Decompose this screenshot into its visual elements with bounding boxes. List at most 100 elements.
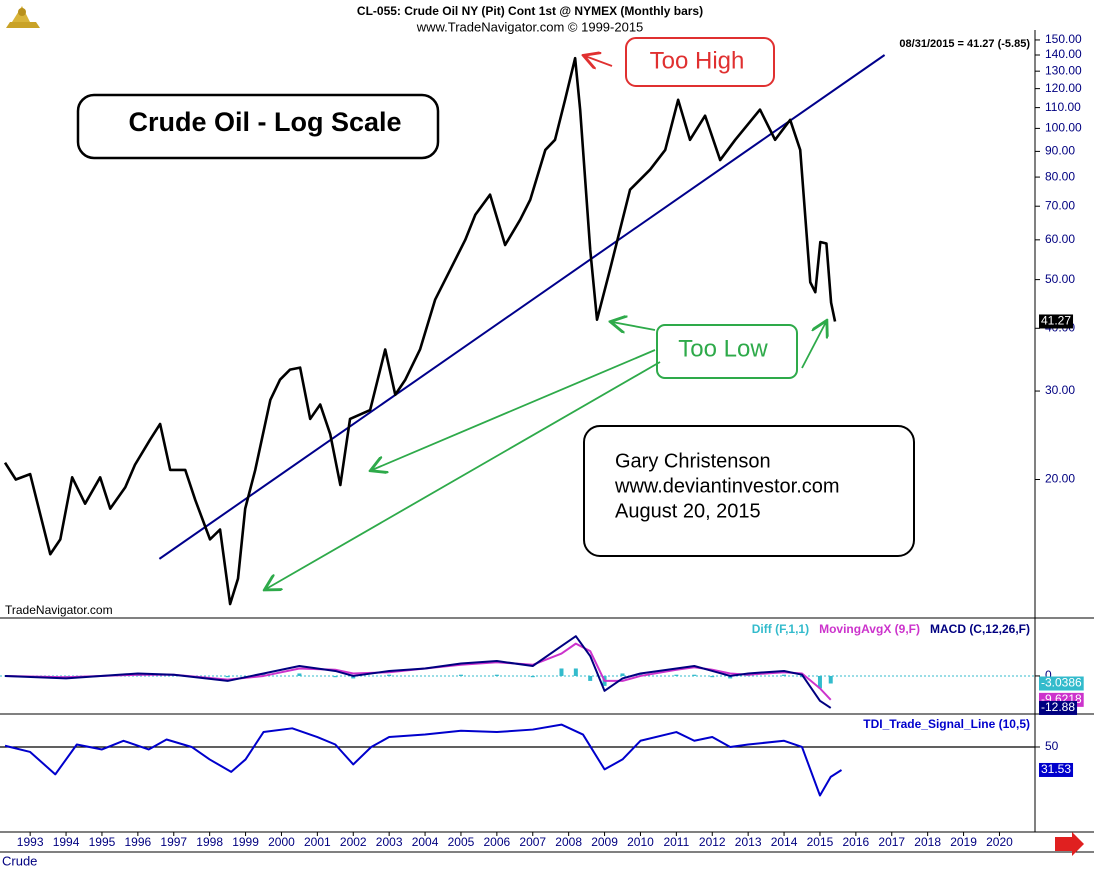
series-line — [4, 723, 843, 797]
x-tick-label: 1994 — [53, 835, 80, 849]
y-tick-label: 50.00 — [1045, 272, 1075, 286]
x-tick-label: 2004 — [412, 835, 439, 849]
x-tick-label: 2001 — [304, 835, 331, 849]
x-tick-label: 1993 — [17, 835, 44, 849]
x-tick-label: 2019 — [950, 835, 977, 849]
histogram-bar — [674, 674, 679, 676]
chart-subtitle: www.TradeNavigator.com © 1999-2015 — [416, 19, 644, 34]
annotation-arrow — [266, 361, 661, 589]
histogram-bar — [351, 675, 356, 679]
x-tick-label: 2013 — [735, 835, 762, 849]
x-tick-label: 2016 — [843, 835, 870, 849]
x-tick-label: 2002 — [340, 835, 367, 849]
histogram-bar — [828, 675, 833, 684]
x-tick-label: 1996 — [125, 835, 152, 849]
histogram-bar — [261, 673, 266, 676]
series-line — [3, 56, 837, 606]
annotation-box — [583, 425, 915, 557]
annotation-box — [656, 324, 798, 379]
last-value-box — [1039, 762, 1074, 777]
legend-entry: Diff (F,1,1) — [752, 622, 809, 636]
trendline — [158, 54, 886, 560]
x-tick-label: 2010 — [627, 835, 654, 849]
last-value-box — [1039, 314, 1074, 329]
x-tick-label: 2007 — [519, 835, 546, 849]
legend-entry: TDI_Trade_Signal_Line (10,5) — [863, 717, 1030, 731]
x-tick-label: 2009 — [591, 835, 618, 849]
annotation-box — [76, 93, 440, 160]
last-value-label: -3.0386 — [1041, 676, 1082, 690]
histogram-bar — [710, 675, 715, 678]
y-tick-label: 50 — [1045, 739, 1059, 753]
histogram-bar — [782, 674, 787, 676]
last-value-box — [1039, 676, 1084, 691]
legend-entry: MACD (C,12,26,F) — [930, 622, 1030, 636]
y-tick-label: 0 — [1045, 668, 1052, 682]
x-tick-label: 1999 — [232, 835, 259, 849]
annotation-arrow — [585, 56, 613, 66]
annotation-arrow — [612, 322, 656, 330]
histogram-bar — [387, 674, 392, 676]
histogram-bar — [225, 675, 230, 678]
symbol-label: Crude — [2, 853, 37, 868]
annotation: August 20, 2015 — [615, 500, 761, 522]
x-tick-label: 2003 — [376, 835, 403, 849]
histogram-bar — [620, 673, 625, 676]
annotation: Too Low — [678, 335, 768, 362]
y-tick-label: 70.00 — [1045, 198, 1075, 212]
watermark: TradeNavigator.com — [5, 603, 113, 617]
y-tick-label: 130.00 — [1045, 63, 1082, 77]
y-tick-label: 20.00 — [1045, 472, 1075, 486]
y-tick-label: 120.00 — [1045, 81, 1082, 95]
x-tick-label: 1997 — [160, 835, 187, 849]
last-value-box — [1039, 700, 1078, 715]
histogram-bar — [573, 668, 578, 676]
histogram-bar — [638, 673, 643, 676]
last-value-label: 31.53 — [1041, 762, 1071, 776]
scroll-arrow[interactable] — [1055, 832, 1084, 856]
annotation-arrow — [801, 322, 826, 369]
y-tick-label: 90.00 — [1045, 144, 1075, 158]
last-value-label: 41.27 — [1041, 314, 1071, 328]
annotations: Crude Oil - Log Scale Too High Too Low G… — [76, 37, 915, 589]
histogram-bar — [728, 675, 733, 679]
annotation: Too High — [650, 47, 745, 74]
series-line — [4, 635, 832, 709]
x-tick-label: 2015 — [807, 835, 834, 849]
histogram-bar — [297, 673, 302, 676]
x-tick-label: 2018 — [914, 835, 941, 849]
annotation: Gary Christenson — [615, 450, 771, 472]
x-tick-label: 2011 — [663, 835, 689, 849]
annotation: Crude Oil - Log Scale — [128, 107, 401, 137]
x-tick-label: 2012 — [699, 835, 726, 849]
histogram-bar — [559, 668, 564, 676]
x-tick-label: 2005 — [448, 835, 475, 849]
y-tick-label: 150.00 — [1045, 32, 1082, 46]
x-tick-label: 2000 — [268, 835, 295, 849]
annotation: www.deviantinvestor.com — [614, 475, 840, 497]
histogram-bar — [333, 675, 338, 678]
x-tick-label: 1995 — [89, 835, 116, 849]
annotation-box — [625, 37, 775, 87]
y-tick-label: 60.00 — [1045, 232, 1075, 246]
histogram-bar — [817, 675, 822, 689]
histogram-bar — [588, 675, 593, 681]
y-tick-label: 140.00 — [1045, 47, 1082, 61]
histogram-bar — [800, 675, 805, 678]
y-tick-label: 30.00 — [1045, 383, 1075, 397]
x-tick-label: 2006 — [484, 835, 511, 849]
legend-entry: MovingAvgX (9,F) — [819, 622, 920, 636]
histogram-bar — [692, 674, 697, 676]
chart-title: CL-055: Crude Oil NY (Pit) Cont 1st @ NY… — [357, 4, 703, 18]
x-tick-label: 2017 — [878, 835, 905, 849]
y-tick-label: 100.00 — [1045, 121, 1082, 135]
logo — [6, 6, 40, 28]
plot-layer: 1993 1994 1995 1996 1997 1998 1999 2000 2001 2002… — [0, 32, 1084, 849]
annotation-arrow — [372, 349, 656, 470]
x-tick-label: 2008 — [555, 835, 582, 849]
x-tick-label: 2020 — [986, 835, 1013, 849]
x-tick-label: 2014 — [771, 835, 798, 849]
x-tick-label: 1998 — [196, 835, 223, 849]
